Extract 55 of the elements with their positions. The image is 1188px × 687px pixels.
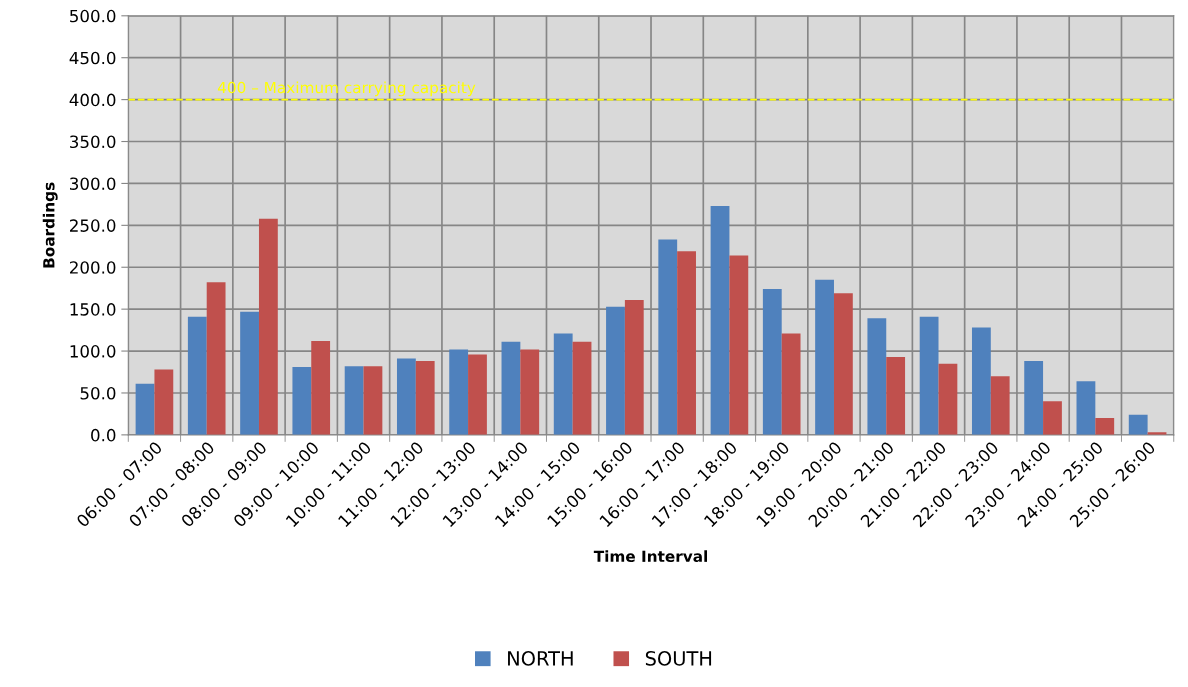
bar — [867, 318, 887, 435]
y-tick-label: 100.0 — [70, 345, 116, 358]
bar — [781, 333, 801, 435]
bar — [919, 316, 939, 435]
y-tick-label: 450.0 — [69, 51, 116, 65]
bar — [938, 363, 958, 435]
bar — [135, 383, 155, 435]
bar — [572, 341, 592, 435]
bar — [258, 218, 278, 435]
y-tick-label: 50.0 — [80, 386, 116, 400]
bar — [415, 361, 435, 435]
y-tick-label: 300.0 — [70, 177, 116, 190]
bar — [344, 366, 364, 435]
ref-line-label: 400 – Maximum carrying capacity — [217, 81, 476, 97]
bar — [886, 356, 906, 435]
bar — [710, 206, 730, 435]
y-tick-label: 0.0 — [91, 428, 116, 442]
bar — [501, 341, 521, 435]
bar — [624, 299, 644, 435]
bar — [468, 354, 487, 435]
legend-label: NORTH — [508, 651, 573, 666]
y-tick-label: 200.0 — [70, 261, 116, 274]
y-tick-label: 400.0 — [69, 93, 116, 107]
bar — [677, 251, 696, 435]
bar — [833, 293, 853, 435]
bar — [240, 311, 259, 435]
bar — [449, 349, 469, 435]
bar — [815, 279, 834, 435]
bar — [311, 341, 331, 435]
bar — [762, 289, 782, 435]
bar — [606, 306, 625, 435]
bar — [1128, 414, 1148, 435]
y-tick-label: 250.0 — [70, 219, 116, 232]
bar — [658, 239, 678, 435]
bar — [292, 366, 312, 435]
bar — [971, 327, 991, 435]
bar — [553, 333, 573, 435]
bar — [363, 366, 383, 435]
y-tick-label: 350.0 — [70, 135, 116, 149]
bar — [1095, 418, 1115, 435]
bar — [206, 282, 226, 435]
bar — [729, 255, 749, 435]
bar — [1024, 361, 1044, 435]
bar — [990, 376, 1010, 435]
bar — [520, 349, 540, 435]
bar — [187, 316, 207, 435]
y-tick-label: 500.0 — [70, 9, 116, 23]
x-axis-title: Time Interval — [593, 550, 707, 563]
y-tick-label: 150.0 — [70, 303, 116, 316]
bar — [154, 369, 174, 435]
bar — [1076, 381, 1096, 435]
bar — [1043, 401, 1062, 435]
bar — [396, 358, 416, 435]
y-axis-title: Boardings — [42, 182, 58, 268]
legend-label: SOUTH — [645, 651, 712, 666]
